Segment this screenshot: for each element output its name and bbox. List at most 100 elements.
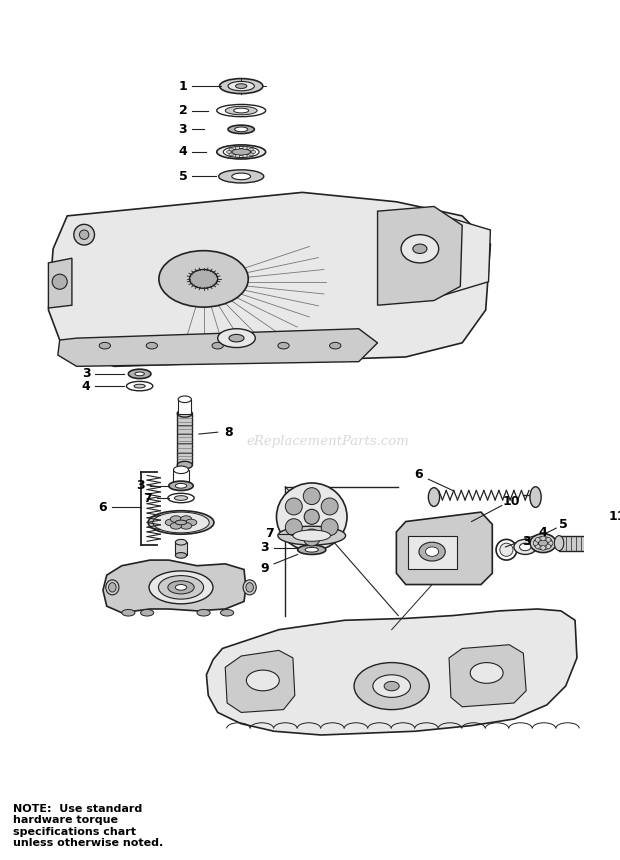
- Ellipse shape: [249, 153, 254, 156]
- Ellipse shape: [169, 481, 193, 490]
- Ellipse shape: [425, 547, 439, 556]
- Ellipse shape: [159, 250, 248, 307]
- Circle shape: [304, 509, 319, 525]
- Ellipse shape: [221, 610, 234, 616]
- Circle shape: [52, 274, 67, 289]
- Text: 6: 6: [99, 501, 107, 514]
- Circle shape: [536, 538, 540, 542]
- Ellipse shape: [234, 127, 248, 132]
- Text: 10: 10: [502, 495, 520, 508]
- Text: 7: 7: [143, 492, 151, 505]
- Circle shape: [303, 529, 320, 546]
- Ellipse shape: [134, 384, 145, 388]
- Ellipse shape: [401, 235, 439, 263]
- Ellipse shape: [175, 483, 187, 488]
- Ellipse shape: [277, 483, 347, 550]
- Circle shape: [541, 545, 546, 550]
- Ellipse shape: [534, 537, 552, 550]
- Ellipse shape: [229, 335, 244, 342]
- Ellipse shape: [185, 519, 197, 525]
- Text: 3: 3: [136, 479, 145, 492]
- Ellipse shape: [174, 495, 188, 501]
- Polygon shape: [48, 258, 72, 308]
- Ellipse shape: [232, 173, 250, 180]
- Ellipse shape: [234, 108, 249, 113]
- Ellipse shape: [554, 536, 564, 550]
- Circle shape: [285, 498, 303, 515]
- Text: 4: 4: [82, 379, 91, 393]
- Ellipse shape: [174, 466, 188, 474]
- Ellipse shape: [232, 149, 250, 155]
- Ellipse shape: [175, 520, 187, 525]
- Ellipse shape: [293, 530, 330, 541]
- Text: 4: 4: [539, 526, 547, 539]
- Text: 11: 11: [609, 510, 620, 524]
- Ellipse shape: [236, 83, 247, 89]
- Ellipse shape: [217, 144, 265, 159]
- Circle shape: [285, 519, 303, 536]
- Ellipse shape: [141, 610, 154, 616]
- Ellipse shape: [384, 681, 399, 691]
- Ellipse shape: [149, 571, 213, 604]
- Polygon shape: [206, 609, 577, 735]
- Ellipse shape: [217, 104, 265, 117]
- Ellipse shape: [225, 107, 257, 114]
- Text: 2: 2: [179, 104, 187, 117]
- Circle shape: [536, 544, 540, 549]
- Ellipse shape: [180, 516, 192, 522]
- Text: eReplacementParts.com: eReplacementParts.com: [247, 435, 409, 448]
- Ellipse shape: [170, 516, 182, 522]
- Ellipse shape: [106, 580, 119, 595]
- Ellipse shape: [219, 78, 263, 94]
- Ellipse shape: [235, 155, 240, 157]
- Circle shape: [74, 224, 94, 245]
- Circle shape: [303, 488, 320, 505]
- Ellipse shape: [330, 342, 341, 349]
- Ellipse shape: [228, 126, 254, 133]
- Ellipse shape: [223, 146, 259, 157]
- Bar: [177, 414, 192, 465]
- Polygon shape: [378, 206, 462, 305]
- Bar: [175, 542, 187, 556]
- Ellipse shape: [170, 523, 182, 529]
- Ellipse shape: [235, 146, 240, 150]
- Text: 3: 3: [179, 123, 187, 136]
- Ellipse shape: [246, 670, 279, 691]
- Ellipse shape: [413, 244, 427, 254]
- Text: 6: 6: [415, 468, 423, 481]
- Ellipse shape: [530, 487, 541, 507]
- Ellipse shape: [251, 150, 256, 153]
- Circle shape: [546, 538, 551, 542]
- Ellipse shape: [520, 544, 531, 550]
- Text: 3: 3: [522, 535, 531, 548]
- Ellipse shape: [159, 575, 203, 599]
- Ellipse shape: [500, 544, 513, 556]
- Ellipse shape: [470, 662, 503, 684]
- Ellipse shape: [212, 342, 223, 349]
- Circle shape: [321, 498, 338, 515]
- Ellipse shape: [496, 539, 516, 560]
- Ellipse shape: [419, 542, 445, 561]
- Circle shape: [321, 519, 338, 536]
- Ellipse shape: [178, 396, 192, 402]
- Text: 5: 5: [179, 170, 187, 183]
- Ellipse shape: [175, 585, 187, 590]
- Polygon shape: [396, 512, 492, 585]
- Ellipse shape: [135, 372, 144, 376]
- Ellipse shape: [218, 329, 255, 347]
- Ellipse shape: [278, 342, 289, 349]
- Ellipse shape: [243, 580, 256, 595]
- Ellipse shape: [428, 488, 440, 507]
- Polygon shape: [449, 645, 526, 707]
- Polygon shape: [441, 216, 490, 296]
- Polygon shape: [48, 193, 490, 366]
- Ellipse shape: [175, 539, 187, 545]
- Ellipse shape: [373, 675, 410, 697]
- Ellipse shape: [99, 342, 110, 349]
- Ellipse shape: [175, 553, 187, 558]
- Bar: [174, 470, 188, 483]
- Ellipse shape: [242, 155, 247, 157]
- Polygon shape: [103, 560, 246, 612]
- Ellipse shape: [180, 523, 192, 529]
- Ellipse shape: [177, 409, 192, 417]
